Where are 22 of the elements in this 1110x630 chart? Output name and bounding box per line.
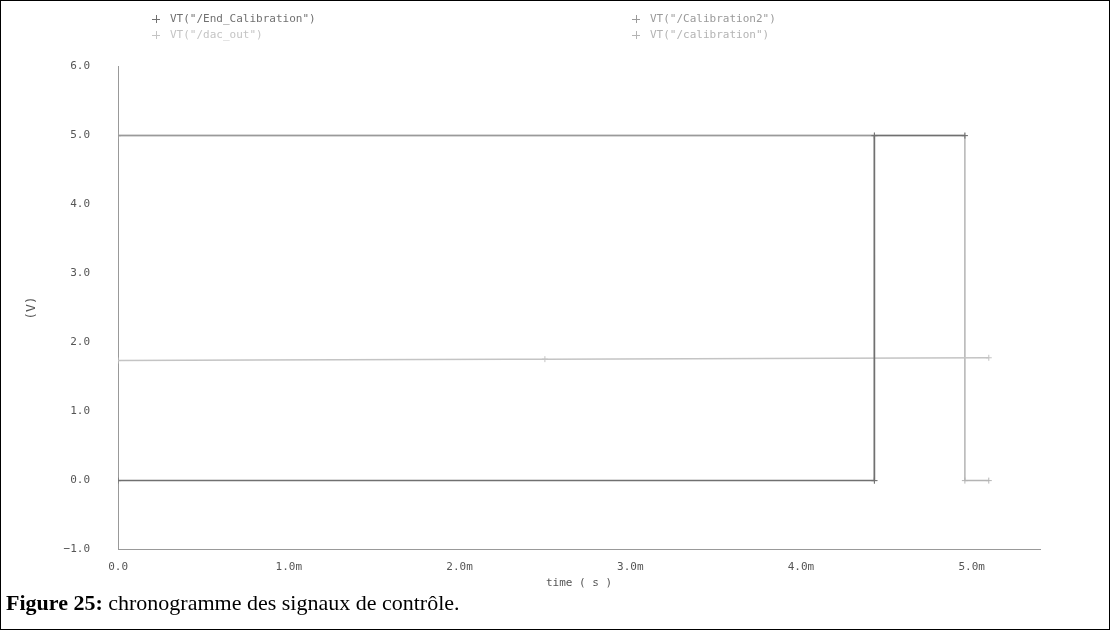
y-tick-label: −1.0 xyxy=(63,542,91,556)
caption: Figure 25: xyxy=(6,590,104,615)
y-tick-label: 1.0 xyxy=(70,404,91,418)
x-tick-label: 4.0m xyxy=(787,560,815,574)
legend-label: VT("/End_Calibration") xyxy=(169,12,317,27)
y-tick-label: 0.0 xyxy=(70,473,91,487)
y-tick-label: 5.0 xyxy=(70,128,91,142)
x-tick-label: 1.0m xyxy=(275,560,303,574)
y-tick-label: 3.0 xyxy=(70,266,91,280)
x-tick-label: 5.0m xyxy=(958,560,986,574)
x-axis-title: time ( s ) xyxy=(545,576,613,590)
y-axis-title: (V) xyxy=(23,296,39,320)
text: chronogramme des signaux de contrôle. xyxy=(108,590,460,615)
x-tick-label: 3.0m xyxy=(617,560,644,574)
legend-label: VT("/Calibration2") xyxy=(649,12,777,27)
x-tick-label: 2.0m xyxy=(446,560,474,574)
x-tick-label: 0.0 xyxy=(108,560,129,574)
y-tick-label: 6.0 xyxy=(70,59,91,73)
legend-label: VT("/calibration") xyxy=(649,28,771,43)
legend-label: VT("/dac_out") xyxy=(169,28,264,43)
y-tick-label: 4.0 xyxy=(70,197,91,211)
y-tick-label: 2.0 xyxy=(70,335,91,349)
